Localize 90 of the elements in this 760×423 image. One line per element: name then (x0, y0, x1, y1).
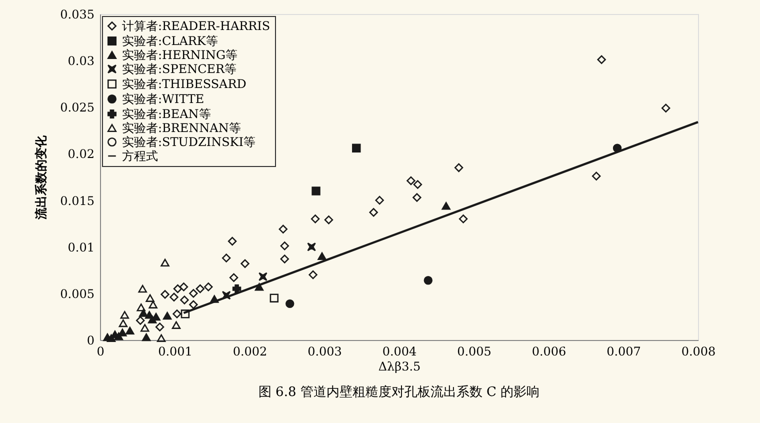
point (160, 290, 170, 299)
point (189, 300, 198, 309)
point (156, 334, 166, 342)
point (162, 312, 172, 320)
legend-label: 实验者:BRENNAN等 (122, 121, 241, 135)
point (179, 282, 188, 292)
y-axis-title: 流出系数的变化 (34, 134, 48, 220)
point (442, 202, 450, 210)
legend-label: 实验者:STUDZINSKI等 (122, 135, 256, 149)
point (406, 176, 416, 186)
x-tick-label: 0.003 (308, 344, 342, 358)
point (136, 304, 146, 312)
y-tick-label: 0.035 (60, 8, 94, 22)
legend-label: 实验者:THIBESSARD (122, 77, 246, 91)
x-tick-label: 0.005 (457, 344, 492, 358)
point (232, 284, 242, 294)
point (140, 324, 150, 332)
point (146, 294, 154, 302)
x-tick-label: 0.004 (382, 344, 418, 358)
point (412, 193, 422, 202)
point (170, 292, 178, 302)
point (318, 252, 326, 260)
legend-label: 计算者:READER-HARRIS (122, 19, 270, 33)
point (280, 254, 289, 264)
point (592, 172, 601, 180)
point (312, 186, 320, 196)
point (204, 282, 213, 292)
point (189, 289, 198, 298)
legend-label: 方程式 (122, 149, 158, 163)
point (172, 321, 181, 329)
x-axis-title: Δλβ3.5 (378, 360, 421, 374)
point (228, 236, 237, 246)
point (352, 144, 361, 152)
point (180, 310, 190, 318)
y-tick-label: 0.03 (68, 54, 94, 68)
x-tick-label: 0.001 (158, 344, 192, 358)
x-tick-label: 0.007 (606, 344, 641, 358)
legend-label: 实验者:SPENCER等 (122, 62, 237, 76)
legend-label: 实验者:BEAN等 (122, 107, 211, 121)
point (172, 310, 182, 318)
x-tick-label: 0.008 (681, 344, 716, 358)
point (454, 163, 464, 172)
point (424, 276, 433, 285)
point (148, 316, 157, 324)
point (173, 284, 182, 294)
y-tick-label: 0.005 (60, 286, 94, 301)
point (662, 104, 670, 112)
point (254, 283, 264, 291)
point (597, 55, 606, 64)
legend-label: 实验者:WITTE (122, 92, 204, 106)
text: 图 6.8 管道内壁粗糙度对孔板流出系数 C 的影响 (258, 384, 540, 400)
point (270, 294, 279, 302)
point (308, 270, 318, 280)
point (229, 273, 238, 282)
point (458, 214, 468, 224)
y-tick-label: 0.015 (60, 194, 94, 208)
point (324, 215, 334, 224)
point (160, 258, 170, 267)
x-tick-label: 0.006 (532, 344, 566, 358)
y-tick-label: 0.01 (68, 240, 94, 254)
point (138, 284, 147, 293)
point (126, 326, 134, 335)
point (148, 300, 158, 308)
point (222, 254, 231, 262)
point (286, 299, 294, 308)
point (196, 284, 205, 294)
point (258, 272, 268, 282)
x-tick-label: 0.002 (232, 344, 268, 358)
point (120, 310, 130, 319)
point (106, 334, 116, 342)
x-tick-label: 0 (96, 344, 104, 358)
point (280, 242, 289, 250)
point (278, 224, 288, 234)
point (375, 196, 384, 205)
legend-label: 实验者:HERNING等 (122, 48, 238, 62)
point (114, 332, 124, 340)
y-tick-label: 0 (86, 334, 94, 348)
point (180, 296, 189, 304)
point (310, 214, 320, 224)
point (413, 180, 422, 189)
point (369, 208, 378, 217)
point (142, 333, 151, 342)
point (118, 319, 128, 328)
point (240, 259, 250, 268)
y-tick-label: 0.02 (68, 147, 94, 162)
point (136, 316, 145, 325)
point (307, 242, 316, 252)
point (155, 322, 164, 332)
y-tick-label: 0.025 (60, 100, 94, 115)
legend-label: 实验者:CLARK等 (122, 34, 218, 48)
